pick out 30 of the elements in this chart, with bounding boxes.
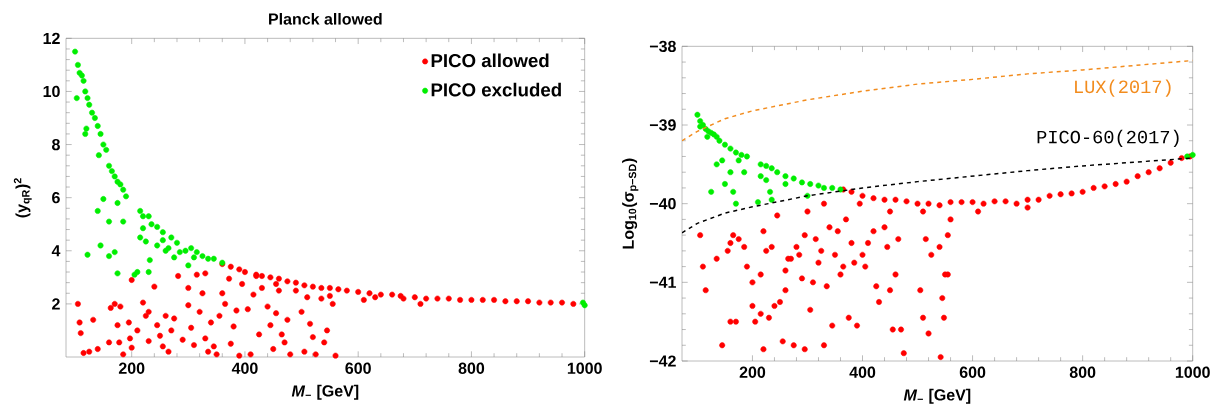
y-tick-label: 10: [43, 85, 60, 98]
legend-label: PICO allowed: [431, 53, 549, 68]
y-tick-label: −39: [649, 119, 676, 131]
x-tick-label: 1000: [1175, 366, 1210, 378]
x-tick-label: 800: [458, 362, 485, 374]
y-tick-label: 2: [52, 298, 60, 310]
x-tick-label: 600: [345, 362, 371, 374]
series-label: LUX(2017): [1075, 79, 1171, 97]
x-tick-label: 200: [739, 366, 766, 378]
y-axis-title: (y$_{qR}$)$^{2}$: [13, 178, 32, 218]
y-tick-label: 6: [52, 192, 60, 204]
y-tick-label: 12: [43, 32, 60, 44]
x-tick-label: 400: [849, 366, 876, 378]
y-tick-label: −40: [649, 198, 676, 210]
y-tick-label: −38: [649, 40, 676, 53]
y-axis-title: Log$_{10}$(σ$_{p−SD}$): [622, 158, 639, 249]
x-tick-label: 600: [959, 366, 986, 378]
x-tick-label: 800: [1069, 366, 1096, 378]
x-axis-title: M$_{−}$ [GeV]: [291, 384, 359, 400]
legend-label: PICO excluded: [431, 82, 561, 97]
y-tick-label: 8: [52, 138, 60, 151]
x-axis-title: M$_{−}$ [GeV]: [903, 388, 971, 404]
series-label: PICO-60(2017): [1037, 129, 1179, 148]
x-tick-label: 400: [231, 362, 258, 374]
y-tick-label: −42: [649, 355, 676, 367]
chart-title: Planck allowed: [269, 13, 382, 25]
x-tick-label: 1000: [567, 362, 602, 374]
y-tick-label: 4: [51, 245, 61, 257]
x-tick-label: 200: [118, 362, 145, 374]
y-tick-label: −41: [649, 276, 676, 288]
